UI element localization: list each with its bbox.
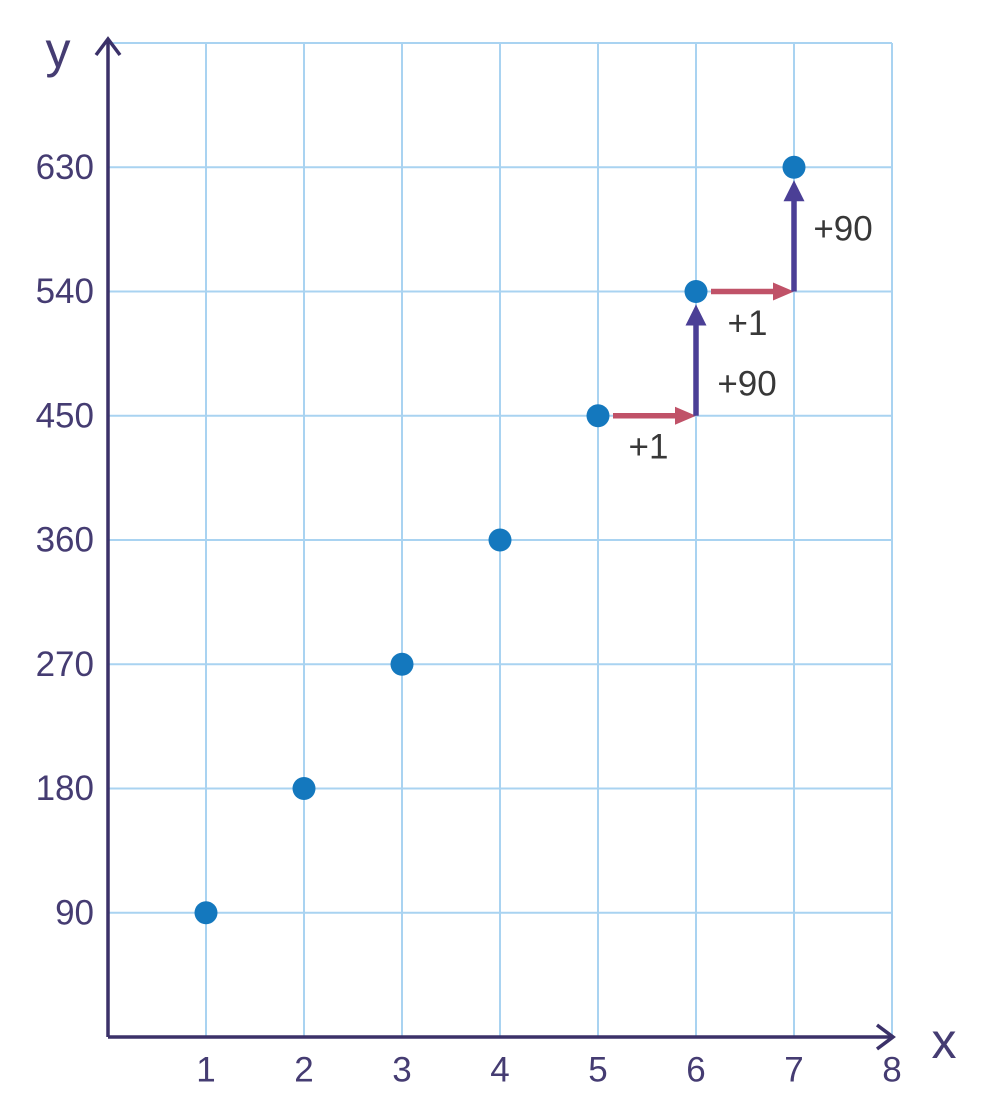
- annotations: +1 +90 +1 +90: [613, 180, 873, 466]
- x-axis-arrow-icon: [875, 1023, 896, 1051]
- annotation-label: +90: [813, 209, 872, 248]
- data-point: [684, 280, 708, 303]
- data-point: [194, 901, 218, 925]
- y-tick-label: 270: [36, 645, 94, 684]
- rise-arrow-head-icon: [685, 304, 707, 326]
- axes: [94, 36, 896, 1051]
- annotation-label: +90: [717, 365, 776, 404]
- x-tick-label: 8: [882, 1051, 901, 1090]
- y-axis-arrow-icon: [94, 36, 122, 57]
- rise-arrow-head-icon: [783, 180, 805, 202]
- x-tick-label: 2: [294, 1051, 313, 1090]
- y-tick-label: 360: [36, 521, 94, 560]
- run-arrow-head-icon: [675, 406, 696, 425]
- x-tick-label: 1: [196, 1051, 215, 1090]
- x-tick-label: 5: [588, 1051, 607, 1090]
- annotation-label: +1: [629, 427, 669, 466]
- x-tick-label: 3: [392, 1051, 411, 1090]
- data-point: [292, 777, 316, 800]
- x-tick-label: 6: [686, 1051, 705, 1090]
- data-points: [194, 155, 806, 925]
- y-tick-label: 180: [36, 769, 94, 808]
- tick-labels: 1 2 3 4 5 6 7 8 90 180 270 360 450 540 630: [36, 148, 902, 1090]
- annotation-label: +1: [728, 304, 768, 343]
- y-tick-label: 540: [36, 272, 94, 311]
- y-tick-label: 630: [36, 148, 94, 187]
- data-point: [586, 404, 610, 428]
- y-tick-label: 90: [55, 893, 94, 932]
- x-tick-label: 7: [784, 1051, 803, 1090]
- run-arrow-head-icon: [773, 282, 794, 301]
- y-axis-label: y: [46, 22, 71, 78]
- x-tick-label: 4: [490, 1051, 509, 1090]
- data-point: [390, 652, 414, 676]
- data-point: [488, 528, 512, 552]
- y-tick-label: 450: [36, 396, 94, 435]
- x-axis-label: x: [932, 1013, 957, 1069]
- data-point: [782, 155, 806, 179]
